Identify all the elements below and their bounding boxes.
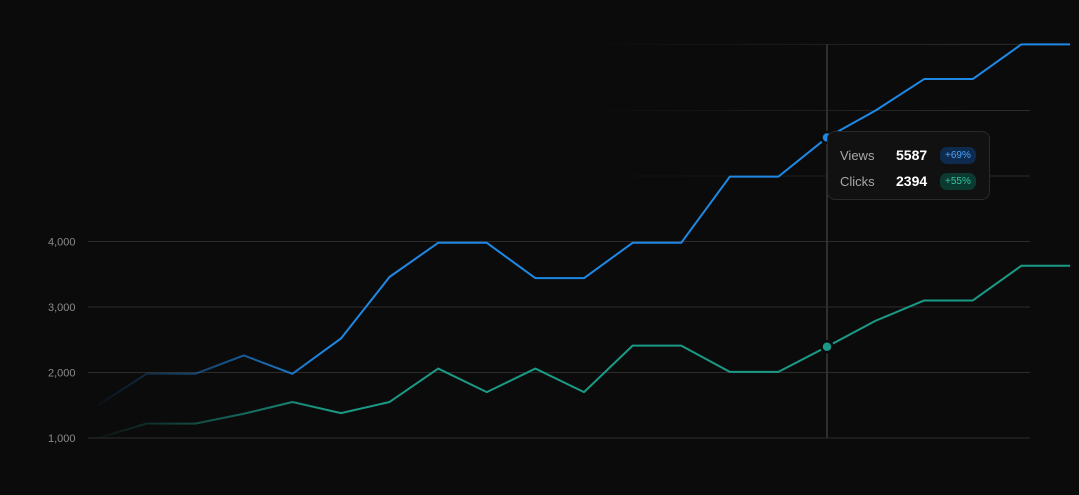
series-line-views <box>97 43 1070 407</box>
y-tick-label: 2,000 <box>48 368 76 380</box>
tooltip-change-views: +69% <box>940 146 976 164</box>
tooltip-change-clicks: +55% <box>940 172 976 190</box>
hover-point-clicks <box>820 339 834 354</box>
tooltip-value-views: 5587 <box>896 147 928 163</box>
tooltip-label-views: Views <box>840 147 875 163</box>
tooltip-label-clicks: Clicks <box>840 173 875 189</box>
y-tick-label: 4,000 <box>48 237 76 249</box>
tooltip-row-views: Views 5587 +69% <box>840 142 977 168</box>
tooltip: Views 5587 +69% Clicks 2394 +55% <box>827 131 990 200</box>
tooltip-value-clicks: 2394 <box>896 173 928 189</box>
series-lines <box>97 43 1070 439</box>
tooltip-row-clicks: Clicks 2394 +55% <box>840 168 977 194</box>
y-axis-ticks: 1,000 2,000 3,000 4,000 <box>48 237 76 446</box>
grid-lines <box>88 43 1030 439</box>
y-tick-label: 3,000 <box>48 302 76 314</box>
series-line-clicks <box>97 264 1070 439</box>
y-tick-label: 1,000 <box>48 433 76 445</box>
